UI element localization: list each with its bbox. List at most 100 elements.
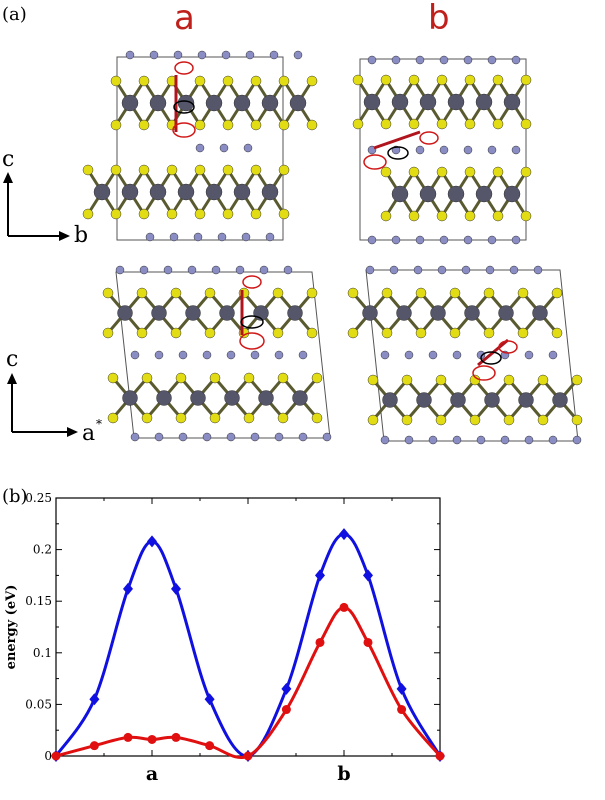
intercalant-atom — [130, 432, 140, 442]
y-tick-label: 0.05 — [25, 697, 52, 711]
intercalant-atom — [259, 265, 269, 275]
intercalant-atom — [428, 435, 438, 445]
chalcogen-atom — [380, 210, 392, 222]
chalcogen-atom — [250, 119, 262, 131]
chalcogen-atom — [408, 166, 420, 178]
metal-atom — [292, 390, 308, 406]
intercalant-atom — [241, 232, 251, 242]
metal-atom — [447, 93, 465, 111]
chalcogen-atom — [166, 164, 178, 176]
metal-atom — [149, 183, 167, 201]
metal-atom — [233, 183, 251, 201]
chalcogen-atom — [306, 75, 318, 87]
intercalant-atom — [235, 265, 245, 275]
chalcogen-atom — [571, 374, 583, 386]
chalcogen-atom — [136, 287, 148, 299]
chalcogen-atom — [110, 208, 122, 220]
series-line-0 — [54, 532, 442, 758]
chalcogen-atom — [436, 166, 448, 178]
metal-atom — [289, 94, 307, 112]
intercalant-atom — [219, 143, 229, 153]
metal-atom — [552, 392, 568, 408]
y-tick-label: 0.2 — [33, 543, 52, 557]
intercalant-atom — [211, 265, 221, 275]
highlight-ellipse — [172, 122, 196, 138]
chalcogen-atom — [278, 75, 290, 87]
intercalant-atom — [265, 232, 275, 242]
chalcogen-atom — [436, 118, 448, 130]
intercalant-atom — [439, 145, 449, 155]
metal-atom — [185, 305, 201, 321]
chalcogen-atom — [141, 372, 153, 384]
axes-indicator-bottom: c a * — [6, 347, 102, 446]
chalcogen-atom — [483, 327, 495, 339]
column-label-b: b — [428, 0, 450, 38]
data-point-diamond — [204, 693, 215, 706]
data-point-diamond — [339, 528, 349, 541]
intercalant-atom — [250, 432, 260, 442]
intercalant-atom — [463, 55, 473, 65]
axis-a-superscript: * — [96, 417, 102, 431]
metal-atom — [122, 390, 138, 406]
intercalant-atom — [274, 432, 284, 442]
intercalant-atom — [452, 435, 462, 445]
highlight-ellipse — [242, 275, 262, 289]
intercalant-atom — [367, 235, 377, 245]
intercalant-atom — [487, 55, 497, 65]
axes-indicator-top: c b — [2, 147, 88, 248]
data-point-circle — [281, 705, 291, 715]
axis-c-label-top: c — [2, 147, 14, 172]
chalcogen-atom — [347, 327, 359, 339]
chalcogen-atom — [517, 327, 529, 339]
chalcogen-atom — [194, 164, 206, 176]
highlight-ellipse — [419, 131, 439, 145]
intercalant-atom — [439, 55, 449, 65]
intercalant-atom — [187, 265, 197, 275]
chalcogen-atom — [250, 208, 262, 220]
axis-b-label-top: b — [74, 223, 88, 248]
metal-atom — [261, 94, 279, 112]
chalcogen-atom — [138, 164, 150, 176]
data-point-circle — [339, 602, 349, 612]
chalcogen-atom — [551, 327, 563, 339]
origin-ellipse — [480, 351, 502, 365]
metal-atom — [498, 305, 514, 321]
highlight-ellipse — [363, 154, 387, 170]
intercalant-atom — [226, 350, 236, 360]
chalcogen-atom — [449, 287, 461, 299]
intercalant-atom — [169, 232, 179, 242]
intercalant-atom — [245, 50, 255, 60]
metal-atom — [430, 305, 446, 321]
chalcogen-atom — [82, 164, 94, 176]
intercalant-atom — [487, 235, 497, 245]
chalcogen-atom — [110, 164, 122, 176]
chalcogen-atom — [204, 327, 216, 339]
intercalant-atom — [548, 350, 558, 360]
intercalant-atom — [250, 350, 260, 360]
chalcogen-atom — [436, 74, 448, 86]
data-point-circle — [89, 741, 99, 751]
chalcogen-atom — [352, 118, 364, 130]
series-layer — [51, 528, 445, 762]
chalcogen-atom — [464, 74, 476, 86]
chalcogen-atom — [311, 372, 323, 384]
chalcogen-atom — [492, 166, 504, 178]
metal-atom — [205, 94, 223, 112]
intercalant-atom — [221, 50, 231, 60]
chalcogen-atom — [435, 414, 447, 426]
chalcogen-atom — [520, 166, 532, 178]
y-tick-label: 0.15 — [25, 594, 52, 608]
chalcogen-atom — [250, 164, 262, 176]
intercalant-atom — [365, 265, 375, 275]
intercalant-atom — [173, 50, 183, 60]
metal-atom — [93, 183, 111, 201]
chalcogen-atom — [110, 75, 122, 87]
chalcogen-atom — [138, 119, 150, 131]
chalcogen-atom — [243, 412, 255, 424]
chalcogen-atom — [194, 75, 206, 87]
y-axis-label: energy (eV) — [4, 585, 19, 670]
intercalant-atom — [524, 435, 534, 445]
intercalant-atom — [298, 432, 308, 442]
data-point-diamond — [396, 682, 407, 695]
data-point-diamond — [89, 693, 100, 706]
